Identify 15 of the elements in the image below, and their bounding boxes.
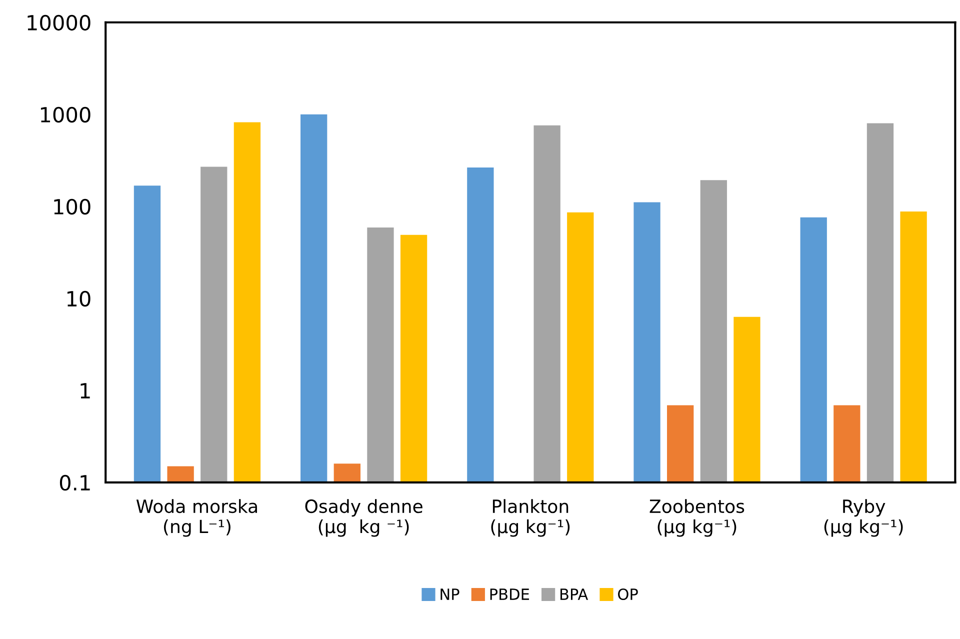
x-tick-label: Woda morska (ng L⁻¹) [136,499,257,537]
x-tick-label: Ryby (µg kg⁻¹) [824,499,903,537]
legend-label: PBDE [490,588,529,600]
y-tick-label: 100 [54,198,90,215]
x-tick-label: Osady denne (µg kg ⁻¹) [305,499,422,537]
y-tick-label: 10000 [28,14,90,31]
legend-label: NP [440,588,460,600]
y-tick-label: 1 [80,383,90,398]
legend-label: BPA [560,588,588,600]
x-tick-label: Plankton (µg kg⁻¹) [491,499,570,537]
y-tick-label: 10 [67,290,90,307]
legend-label: OP [618,588,638,600]
y-tick-label: 1000 [40,106,90,123]
y-tick-label: 0.1 [60,474,90,491]
x-tick-label: Zoobentos (µg kg⁻¹) [650,499,744,537]
